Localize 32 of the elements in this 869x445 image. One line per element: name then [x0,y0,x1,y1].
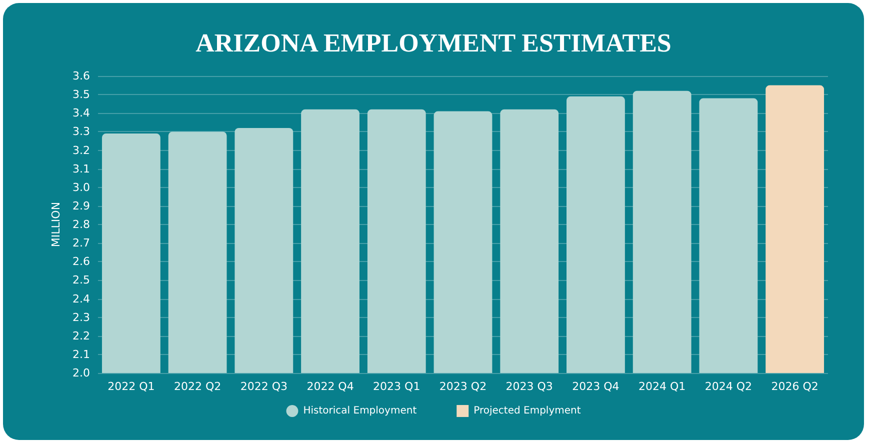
chart-title: ARIZONA EMPLOYMENT ESTIMATES [196,28,672,58]
x-tick-label: 2026 Q2 [771,380,818,393]
x-tick-label: 2022 Q3 [240,380,288,393]
x-tick-label: 2024 Q2 [704,380,752,393]
y-tick-label: 3.6 [72,70,90,82]
x-tick-label: 2024 Q1 [638,380,686,393]
x-tick-label: 2023 Q1 [373,380,420,393]
legend-label: Projected Emplyment [474,406,581,416]
y-tick-label: 2.9 [72,199,90,212]
y-tick-label: 3.0 [72,180,90,194]
x-tick-label: 2022 Q2 [174,380,222,393]
y-tick-label: 2.1 [72,348,90,361]
y-tick-label: 3.5 [72,88,90,102]
y-tick-label: 3.4 [72,106,90,120]
y-tick-label: 3.1 [72,162,90,176]
y-tick-label: 2.0 [72,366,90,380]
legend-label: Historical Employment [303,406,417,416]
x-tick-label: 2022 Q1 [108,380,155,393]
x-tick-label: 2023 Q4 [572,380,620,393]
x-tick-label: 2023 Q3 [506,380,553,393]
y-tick-label: 2.5 [72,274,90,287]
y-tick-label: 2.8 [72,218,90,231]
y-tick-label: 2.7 [72,236,90,250]
y-axis-title: MILLION [50,202,63,248]
y-tick-label: 2.3 [72,310,90,324]
y-tick-label: 2.2 [72,329,90,342]
y-tick-label: 2.4 [72,292,90,306]
x-tick-label: 2022 Q4 [306,380,354,393]
x-tick-label: 2023 Q2 [439,380,487,393]
y-tick-label: 3.3 [72,125,90,138]
y-tick-label: 3.2 [72,144,90,157]
y-tick-label: 2.6 [72,255,90,268]
